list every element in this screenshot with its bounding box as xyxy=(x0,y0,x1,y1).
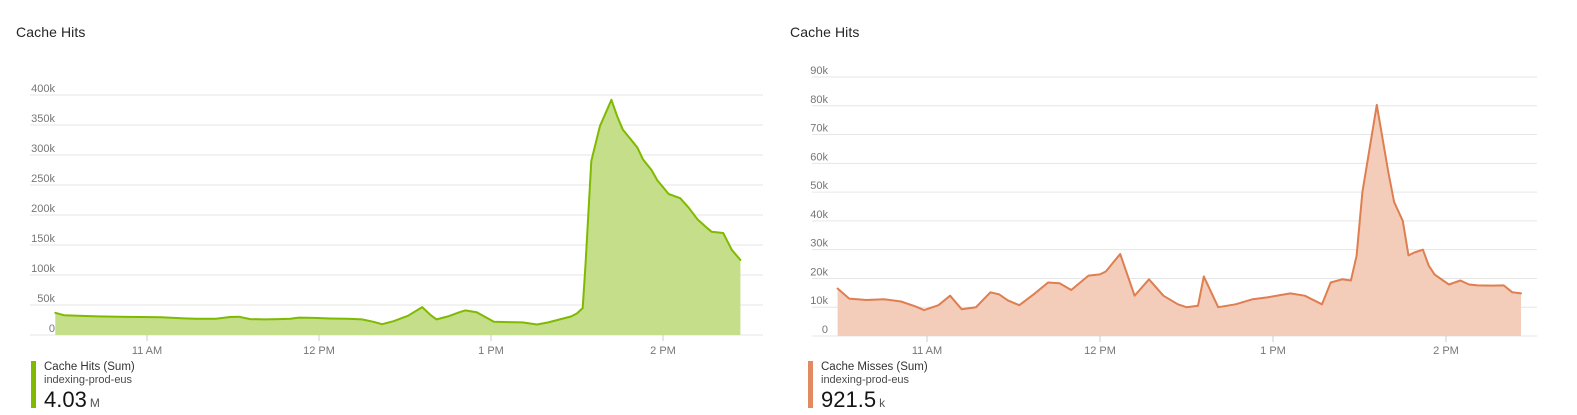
legend-text: Cache Hits (Sum) indexing-prod-eus 4.03 … xyxy=(44,361,135,411)
x-axis-label: 11 AM xyxy=(912,345,942,357)
x-axis-label: 12 PM xyxy=(303,345,335,357)
y-axis-label: 100k xyxy=(31,263,55,275)
legend-aggregate-value: 4.03 M xyxy=(44,388,135,411)
y-axis-label: 10k xyxy=(810,295,828,307)
y-axis-label: 90k xyxy=(810,65,828,77)
legend-value-unit: M xyxy=(89,396,100,410)
y-axis-label: 200k xyxy=(31,203,55,215)
legend-series-label: Cache Misses (Sum) xyxy=(821,361,928,373)
y-axis-label: 70k xyxy=(810,123,828,135)
y-axis-label: 150k xyxy=(31,233,55,245)
y-axis-label: 400k xyxy=(31,83,55,95)
legend-resource-name: indexing-prod-eus xyxy=(44,374,133,386)
legend-resource-name: indexing-prod-eus xyxy=(821,374,910,386)
legend-value-number: 921.5 xyxy=(821,387,877,412)
cache-hits-area-chart[interactable]: 0 50k 100k 150k 200k 250k 300k 350k 400k 11 AM 12 … xyxy=(0,60,772,360)
legend: Cache Misses (Sum) indexing-prod-eus 921… xyxy=(808,361,928,411)
x-axis-label: 1 PM xyxy=(478,345,504,357)
y-axis-label: 250k xyxy=(31,173,55,185)
cache-hits-chart-tile[interactable]: Cache Hits 0 50k 100k 150k 200k 250k 300k 350k 4… xyxy=(0,0,772,415)
x-axis-label: 11 AM xyxy=(132,345,162,357)
legend: Cache Hits (Sum) indexing-prod-eus 4.03 … xyxy=(31,361,135,411)
y-axis-label: 30k xyxy=(810,238,828,250)
legend-text: Cache Misses (Sum) indexing-prod-eus 921… xyxy=(821,361,928,411)
x-axis-label: 12 PM xyxy=(1084,345,1116,357)
legend-series-label: Cache Hits (Sum) xyxy=(44,361,135,373)
series-line xyxy=(54,98,742,326)
series-area-fill xyxy=(55,99,741,335)
x-axis-label: 1 PM xyxy=(1260,345,1286,357)
chart-title: Cache Hits xyxy=(790,24,860,40)
y-axis-label: 50k xyxy=(810,180,828,192)
legend-aggregate-value: 921.5 k xyxy=(821,388,928,411)
y-axis-label: 40k xyxy=(810,209,828,221)
legend-value-unit: k xyxy=(879,396,886,410)
legend-color-bar xyxy=(808,361,813,408)
x-axis-label: 2 PM xyxy=(1433,345,1459,357)
y-axis-label: 350k xyxy=(31,113,55,125)
y-axis-label: 50k xyxy=(37,293,55,305)
cache-misses-chart-tile[interactable]: Cache Hits 0 10k 20k 30k 40k 50k 60k 70k 80k 90k 1… xyxy=(775,0,1577,415)
series-line xyxy=(836,103,1522,312)
legend-color-bar xyxy=(31,361,36,408)
y-axis-label: 0 xyxy=(49,323,55,335)
y-axis-label: 60k xyxy=(810,151,828,163)
chart-title: Cache Hits xyxy=(16,24,86,40)
y-axis-label: 300k xyxy=(31,143,55,155)
series-area-fill xyxy=(837,104,1521,337)
y-axis-label: 0 xyxy=(822,324,828,336)
legend-value-number: 4.03 xyxy=(44,387,87,412)
x-axis-label: 2 PM xyxy=(650,345,676,357)
y-axis-label: 80k xyxy=(810,94,828,106)
y-axis-label: 20k xyxy=(810,266,828,278)
cache-misses-area-chart[interactable]: 0 10k 20k 30k 40k 50k 60k 70k 80k 90k 11 AM 12 PM 1 … xyxy=(775,60,1577,360)
